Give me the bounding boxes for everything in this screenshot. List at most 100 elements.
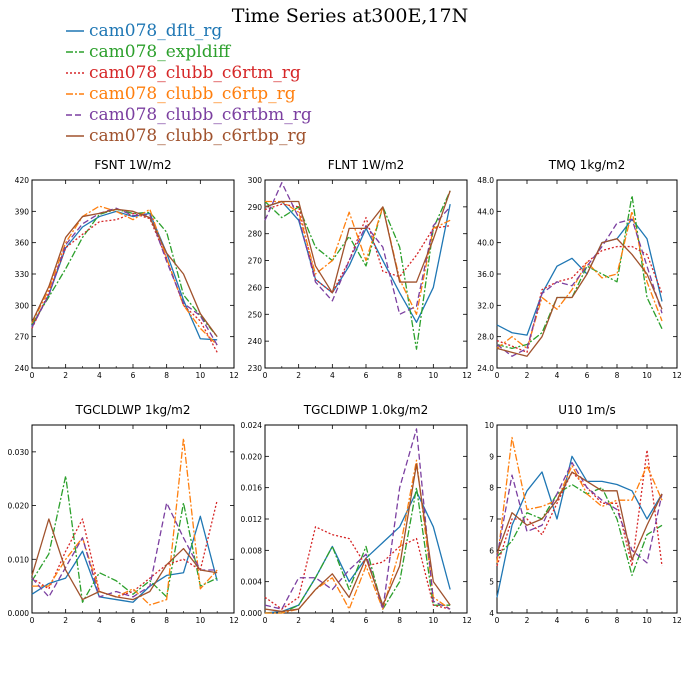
x-tick-label: 6 (585, 616, 590, 625)
y-tick-label: 270 (248, 257, 263, 266)
y-tick-label: 5 (489, 578, 494, 587)
chart-panel: TGCLDIWP 1.0kg/m2 0 2 4 6 8 10 12 0.000 0.004 0.00… (241, 403, 472, 625)
panel-title: TGCLDLWP 1kg/m2 (74, 403, 190, 417)
chart-panel: TMQ 1kg/m2 0 2 4 6 8 10 12 24.0 28.0 32.0 36.0 40.0 4… (477, 158, 682, 380)
y-tick-label: 44.0 (477, 207, 494, 216)
x-tick-label: 0 (263, 616, 268, 625)
x-tick-label: 2 (525, 616, 530, 625)
series-line-cam078_expldiff (31, 475, 218, 603)
legend-entry: cam078_dflt_rg (89, 21, 222, 41)
y-tick-label: 0.020 (8, 502, 30, 511)
series-line-cam078_clubb_c6rtbp_rg (264, 190, 451, 294)
panel-title: TGCLDIWP 1.0kg/m2 (303, 403, 428, 417)
x-tick-label: 2 (63, 371, 68, 380)
x-tick-label: 4 (97, 616, 102, 625)
series-line-cam078_clubb_c6rtbm_rg (496, 461, 663, 564)
series-line-cam078_clubb_c6rtp_rg (496, 210, 663, 350)
y-tick-label: 0.000 (241, 609, 263, 618)
series-line-cam078_expldiff (496, 195, 663, 350)
y-tick-label: 240 (248, 337, 263, 346)
y-tick-label: 230 (248, 364, 263, 373)
panel-title: TMQ 1kg/m2 (548, 158, 626, 172)
y-tick-label: 24.0 (477, 364, 494, 373)
plot-frame (31, 424, 235, 614)
series-line-cam078_expldiff (265, 487, 451, 614)
x-tick-label: 6 (131, 371, 136, 380)
y-tick-label: 9 (489, 452, 494, 461)
series-line-cam078_dflt_rg (31, 515, 218, 603)
x-tick-label: 12 (229, 371, 239, 380)
series-line-cam078_clubb_c6rtbp_rg (264, 463, 451, 613)
x-tick-label: 8 (397, 616, 402, 625)
x-tick-label: 4 (330, 616, 335, 625)
x-tick-label: 12 (462, 616, 472, 625)
y-tick-label: 270 (15, 333, 30, 342)
series-line-cam078_clubb_c6rtbp_rg (31, 208, 218, 338)
x-tick-label: 0 (30, 616, 35, 625)
y-tick-label: 420 (15, 176, 30, 185)
y-tick-label: 250 (248, 310, 263, 319)
x-tick-label: 10 (196, 371, 206, 380)
chart-panel: TGCLDLWP 1kg/m2 0 2 4 6 8 10 12 0.000 0.010 0.020 0… (8, 403, 239, 625)
chart-panel: FLNT 1W/m2 0 2 4 6 8 10 12 230 240 250 260 270 280 290… (248, 158, 472, 380)
x-tick-label: 8 (164, 616, 169, 625)
figure-title: Time Series at300E,17N (232, 5, 468, 27)
x-tick-label: 4 (97, 371, 102, 380)
x-tick-label: 12 (672, 616, 682, 625)
x-tick-label: 10 (429, 371, 439, 380)
series-line-cam078_clubb_c6rtm_rg (496, 245, 663, 353)
x-tick-label: 2 (525, 371, 530, 380)
y-tick-label: 360 (15, 239, 30, 248)
series-line-cam078_clubb_c6rtm_rg (31, 212, 218, 353)
y-tick-label: 0.010 (8, 555, 30, 564)
series-line-cam078_clubb_c6rtbp_rg (31, 518, 218, 601)
series-line-cam078_clubb_c6rtp_rg (265, 200, 451, 315)
y-tick-label: 48.0 (477, 176, 494, 185)
y-tick-label: 36.0 (477, 270, 494, 279)
panel-title: FLNT 1W/m2 (328, 158, 405, 172)
x-tick-label: 4 (555, 616, 560, 625)
y-tick-label: 240 (15, 364, 30, 373)
y-tick-label: 0.016 (241, 484, 263, 493)
y-tick-label: 280 (248, 230, 263, 239)
y-tick-label: 0.000 (8, 609, 30, 618)
x-tick-label: 10 (196, 616, 206, 625)
x-tick-label: 6 (131, 616, 136, 625)
series-line-cam078_clubb_c6rtbp_rg (496, 471, 663, 561)
y-tick-label: 0.004 (241, 578, 263, 587)
series-line-cam078_clubb_c6rtp_rg (32, 437, 218, 606)
y-tick-label: 40.0 (477, 239, 494, 248)
x-tick-label: 0 (30, 371, 35, 380)
series-line-cam078_clubb_c6rtbm_rg (496, 218, 663, 357)
x-tick-label: 2 (296, 371, 301, 380)
y-tick-label: 0.012 (241, 515, 263, 524)
series-line-cam078_expldiff (264, 190, 451, 350)
y-tick-label: 10 (484, 421, 494, 430)
x-tick-label: 8 (615, 371, 620, 380)
series-line-cam078_dflt_rg (31, 210, 218, 341)
y-tick-label: 300 (248, 176, 263, 185)
series-line-cam078_clubb_c6rtm_rg (264, 526, 451, 610)
x-tick-label: 10 (429, 616, 439, 625)
legend-entry: cam078_expldiff (89, 42, 232, 62)
x-tick-label: 12 (462, 371, 472, 380)
x-tick-label: 2 (296, 616, 301, 625)
y-tick-label: 6 (489, 546, 494, 555)
series-line-cam078_clubb_c6rtm_rg (496, 449, 663, 567)
series-line-cam078_clubb_c6rtbm_rg (264, 428, 451, 610)
panels: FSNT 1W/m20 2 4 6 8 10 12240270300330360390420… (8, 158, 682, 625)
x-tick-label: 2 (63, 616, 68, 625)
y-tick-label: 7 (489, 515, 494, 524)
series-line-cam078_dflt_rg (264, 200, 451, 323)
y-tick-label: 0.030 (8, 448, 30, 457)
x-tick-label: 8 (397, 371, 402, 380)
x-tick-label: 6 (364, 371, 369, 380)
series-line-cam078_clubb_c6rtbm_rg (31, 207, 218, 346)
y-tick-label: 0.008 (241, 546, 263, 555)
x-tick-label: 12 (672, 371, 682, 380)
y-tick-label: 290 (248, 203, 263, 212)
legend-entry: cam078_clubb_c6rtbp_rg (89, 126, 307, 146)
series-line-cam078_clubb_c6rtbm_rg (264, 182, 451, 315)
